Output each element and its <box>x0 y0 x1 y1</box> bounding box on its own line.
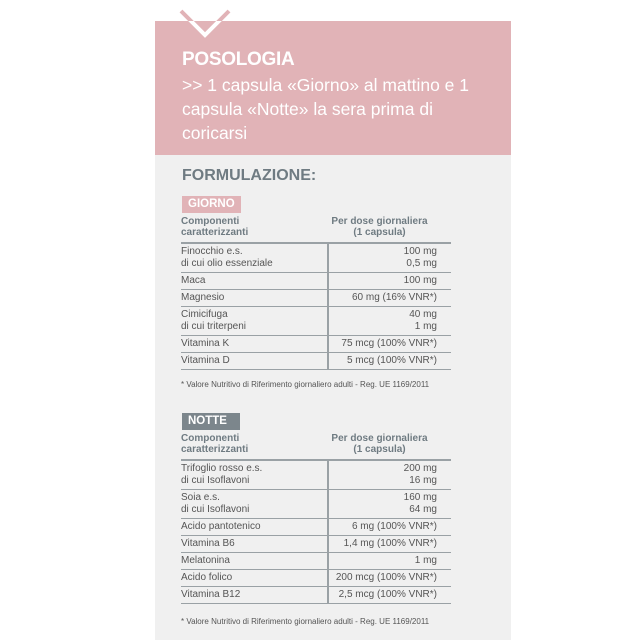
table-row: Cimicifuga di cui triterpeni 40 mg 1 mg <box>181 307 451 336</box>
table-row: Maca 100 mg <box>181 273 451 290</box>
component-name: Maca <box>181 273 329 289</box>
component-dose: 5 mcg (100% VNR*) <box>346 355 437 366</box>
component-dose: 1,4 mg (100% VNR*) <box>343 538 437 549</box>
giorno-table: Componenti caratterizzanti Per dose gior… <box>181 216 451 370</box>
product-info-panel: POSOLOGIA >> 1 capsula «Giorno» al matti… <box>155 21 511 640</box>
table-header: Componenti caratterizzanti Per dose gior… <box>181 216 451 244</box>
notte-table: Componenti caratterizzanti Per dose gior… <box>181 433 451 604</box>
notte-badge: NOTTE <box>182 413 240 430</box>
component-dose: 40 mg 1 mg <box>409 309 437 332</box>
col-dose-header: Per dose giornaliera (1 capsula) <box>331 433 428 455</box>
component-name: Acido pantotenico <box>181 519 329 535</box>
component-dose: 60 mg (16% VNR*) <box>351 292 437 303</box>
component-name: Trifoglio rosso e.s. di cui Isoflavoni <box>181 461 329 489</box>
component-dose: 100 mg 0,5 mg <box>403 246 437 269</box>
component-name: Cimicifuga di cui triterpeni <box>181 307 329 335</box>
posologia-title: POSOLOGIA <box>182 49 295 70</box>
notte-footnote: * Valore Nutritivo di Riferimento giorna… <box>181 617 430 626</box>
table-row: Magnesio 60 mg (16% VNR*) <box>181 290 451 307</box>
table-row: Vitamina D 5 mcg (100% VNR*) <box>181 353 451 370</box>
component-dose: 100 mg <box>403 275 437 286</box>
posologia-text: >> 1 capsula «Giorno» al mattino e 1 cap… <box>182 75 469 143</box>
chevron-down-icon <box>179 9 231 38</box>
table-row: Trifoglio rosso e.s. di cui Isoflavoni 20… <box>181 461 451 490</box>
component-dose: 200 mg 16 mg <box>403 463 437 486</box>
col-dose-header: Per dose giornaliera (1 capsula) <box>331 216 428 238</box>
table-row: Soia e.s. di cui Isoflavoni 160 mg 64 mg <box>181 490 451 519</box>
component-name: Melatonina <box>181 553 329 569</box>
component-dose: 75 mcg (100% VNR*) <box>341 338 437 349</box>
component-dose: 2,5 mcg (100% VNR*) <box>338 589 437 600</box>
component-name: Vitamina K <box>181 336 329 352</box>
component-name: Vitamina B12 <box>181 587 329 603</box>
table-row: Acido folico 200 mcg (100% VNR*) <box>181 570 451 587</box>
giorno-badge: GIORNO <box>182 196 241 213</box>
component-name: Vitamina D <box>181 353 329 369</box>
component-dose: 160 mg 64 mg <box>403 492 437 515</box>
table-row: Melatonina 1 mg <box>181 553 451 570</box>
table-row: Vitamina B6 1,4 mg (100% VNR*) <box>181 536 451 553</box>
posologia-section: POSOLOGIA >> 1 capsula «Giorno» al matti… <box>155 21 511 155</box>
table-row: Acido pantotenico 6 mg (100% VNR*) <box>181 519 451 536</box>
col-components-header: Componenti caratterizzanti <box>181 216 249 238</box>
table-row: Vitamina B12 2,5 mcg (100% VNR*) <box>181 587 451 604</box>
formulazione-title: FORMULAZIONE: <box>182 167 317 184</box>
component-dose: 1 mg <box>414 555 437 566</box>
component-name: Vitamina B6 <box>181 536 329 552</box>
component-dose: 200 mcg (100% VNR*) <box>335 572 437 583</box>
component-dose: 6 mg (100% VNR*) <box>351 521 437 532</box>
table-header: Componenti caratterizzanti Per dose gior… <box>181 433 451 461</box>
component-name: Soia e.s. di cui Isoflavoni <box>181 490 329 518</box>
component-name: Magnesio <box>181 290 329 306</box>
table-row: Finocchio e.s. di cui olio essenziale 100… <box>181 244 451 273</box>
table-row: Vitamina K 75 mcg (100% VNR*) <box>181 336 451 353</box>
giorno-footnote: * Valore Nutritivo di Riferimento giorna… <box>181 380 430 389</box>
component-name: Finocchio e.s. di cui olio essenziale <box>181 244 329 272</box>
component-name: Acido folico <box>181 570 329 586</box>
col-components-header: Componenti caratterizzanti <box>181 433 249 455</box>
